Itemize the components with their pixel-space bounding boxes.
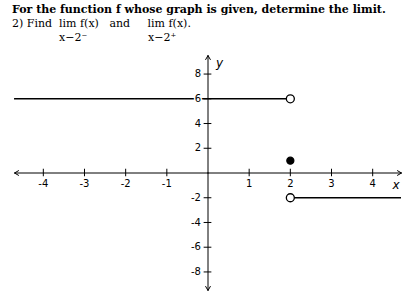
svg-text:-2: -2	[121, 178, 131, 189]
svg-text:y: y	[215, 56, 224, 70]
html-text:For the function f whose graph: For the function f whose graph is given,…	[12, 3, 386, 16]
html-text:and: and	[109, 17, 131, 30]
svg-text:-2: -2	[191, 192, 201, 203]
html-text:lim f(x).: lim f(x).	[147, 17, 191, 30]
svg-text:-1: -1	[162, 178, 172, 189]
svg-text:-4: -4	[191, 217, 201, 228]
svg-text:2: 2	[195, 142, 201, 153]
svg-text:-6: -6	[191, 241, 201, 252]
svg-text:8: 8	[195, 68, 201, 79]
svg-text:3: 3	[328, 178, 334, 189]
svg-text:6: 6	[195, 93, 201, 104]
html-text:x−2⁻: x−2⁻	[59, 31, 88, 44]
html-text:x−2⁺: x−2⁺	[148, 31, 177, 44]
svg-text:2: 2	[287, 178, 293, 189]
html-text:lim f(x): lim f(x)	[59, 17, 99, 30]
svg-text:-4: -4	[38, 178, 48, 189]
svg-text:1: 1	[246, 178, 252, 189]
svg-text:-8: -8	[191, 266, 201, 277]
svg-text:-3: -3	[79, 178, 89, 189]
html-text:2) Find: 2) Find	[12, 17, 53, 30]
svg-text:x: x	[391, 178, 400, 192]
svg-text:4: 4	[195, 118, 201, 129]
svg-text:4: 4	[369, 178, 375, 189]
